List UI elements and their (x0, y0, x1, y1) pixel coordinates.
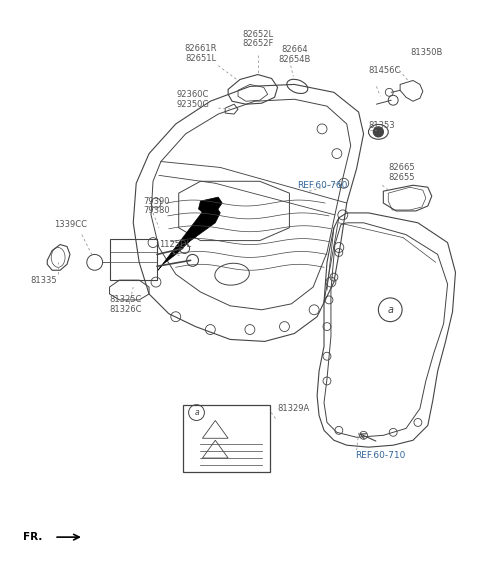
Text: 82664: 82664 (281, 45, 308, 54)
Text: FR.: FR. (23, 532, 42, 542)
Text: REF.60-710: REF.60-710 (355, 450, 405, 460)
Text: 81353: 81353 (369, 122, 395, 130)
Text: REF.60-760: REF.60-760 (297, 181, 348, 190)
Text: a: a (387, 305, 393, 315)
Text: 82654B: 82654B (278, 55, 311, 64)
Text: 92360C: 92360C (176, 90, 209, 99)
Text: a: a (194, 408, 199, 417)
Text: 92350G: 92350G (176, 100, 209, 109)
Text: 82652L: 82652L (242, 30, 273, 38)
Text: 81329A: 81329A (277, 404, 310, 413)
Text: 82665: 82665 (388, 163, 415, 172)
Text: 82655: 82655 (388, 173, 415, 182)
Text: 82661R: 82661R (184, 44, 216, 54)
Text: 1125DL: 1125DL (159, 240, 191, 249)
Polygon shape (199, 197, 222, 215)
Text: 79390: 79390 (143, 197, 169, 205)
Text: 82652F: 82652F (242, 40, 274, 48)
Text: 82651L: 82651L (185, 54, 216, 63)
Text: 1339CC: 1339CC (54, 220, 87, 229)
Text: 79380: 79380 (143, 207, 170, 215)
Circle shape (373, 127, 384, 137)
Text: 81325C: 81325C (109, 296, 142, 304)
Text: 81326C: 81326C (109, 306, 142, 314)
Text: 81335: 81335 (30, 276, 57, 285)
Text: 81456C: 81456C (369, 66, 401, 75)
Text: 81350B: 81350B (410, 48, 443, 57)
Polygon shape (158, 205, 220, 270)
